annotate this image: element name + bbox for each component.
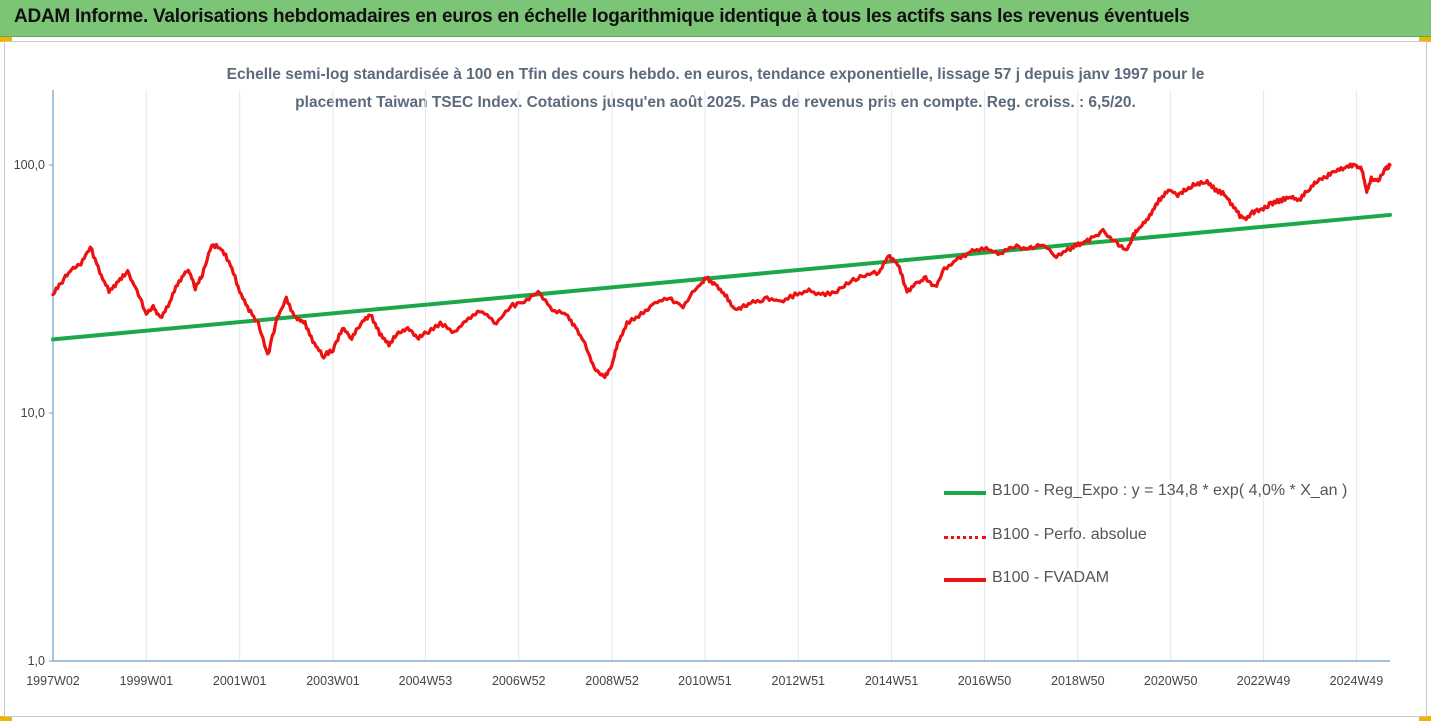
x-tick-label-7: 2010W51 bbox=[678, 674, 732, 688]
grid-layer bbox=[145, 90, 1357, 661]
header-bar: ADAM Informe. Valorisations hebdomadaire… bbox=[0, 0, 1431, 37]
corner-accent-bottom-left bbox=[0, 716, 12, 721]
chart-title-line-1: Echelle semi-log standardisée à 100 en T… bbox=[226, 66, 1205, 83]
legend-swatch-perfo-absolue bbox=[944, 536, 986, 539]
x-tick-label-12: 2020W50 bbox=[1144, 674, 1198, 688]
x-tick-label-3: 2003W01 bbox=[306, 674, 360, 688]
x-tick-label-5: 2006W52 bbox=[492, 674, 546, 688]
x-tick-label-8: 2012W51 bbox=[772, 674, 826, 688]
chart-frame bbox=[4, 41, 1427, 717]
y-tick-label-0: 1,0 bbox=[28, 654, 45, 668]
corner-accent-bottom-right bbox=[1419, 716, 1431, 721]
legend-label-regression: B100 - Reg_Expo : y = 134,8 * exp( 4,0% … bbox=[992, 482, 1348, 499]
x-tick-label-14: 2024W49 bbox=[1330, 674, 1384, 688]
axis-layer bbox=[49, 90, 1390, 662]
y-tick-label-2: 100,0 bbox=[14, 158, 45, 172]
x-tick-label-2: 2001W01 bbox=[213, 674, 267, 688]
x-tick-label-10: 2016W50 bbox=[958, 674, 1012, 688]
x-tick-label-11: 2018W50 bbox=[1051, 674, 1105, 688]
x-tick-label-6: 2008W52 bbox=[585, 674, 639, 688]
legend-swatch-fvadam bbox=[944, 578, 986, 582]
tick-label-layer: 1997W02 1999W01 2001W01 2003W01 2004W53 2006W… bbox=[14, 158, 1383, 688]
corner-accent-top-left bbox=[0, 37, 12, 42]
page-title: ADAM Informe. Valorisations hebdomadaire… bbox=[14, 6, 1190, 27]
corner-accent-top-right bbox=[1419, 37, 1431, 42]
series-layer bbox=[51, 162, 1392, 380]
legend-label-fvadam: B100 - FVADAM bbox=[992, 569, 1110, 586]
legend-swatch-regression bbox=[944, 491, 986, 495]
x-tick-label-13: 2022W49 bbox=[1237, 674, 1291, 688]
x-tick-label-9: 2014W51 bbox=[865, 674, 919, 688]
legend-label-perfo-absolue: B100 - Perfo. absolue bbox=[992, 526, 1147, 543]
chart-title-line-2: placement Taiwan TSEC Index. Cotations j… bbox=[295, 94, 1136, 111]
x-tick-label-4: 2004W53 bbox=[399, 674, 453, 688]
y-tick-label-1: 10,0 bbox=[21, 406, 45, 420]
x-tick-label-1: 1999W01 bbox=[120, 674, 174, 688]
x-tick-label-0: 1997W02 bbox=[26, 674, 80, 688]
fvadam-series-line bbox=[51, 162, 1392, 380]
